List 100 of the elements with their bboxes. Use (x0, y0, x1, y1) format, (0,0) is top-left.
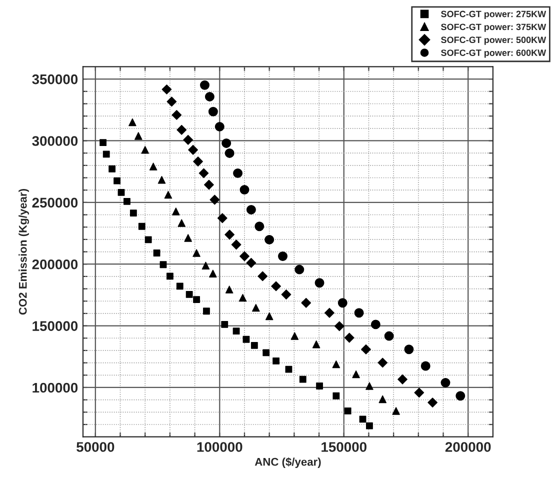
point (366, 422, 373, 430)
point (118, 188, 125, 196)
point (160, 261, 167, 268)
point (384, 331, 394, 341)
point (250, 342, 258, 349)
point (240, 184, 250, 194)
point (246, 258, 256, 268)
point (231, 240, 242, 250)
point (344, 407, 352, 414)
point (210, 194, 220, 205)
point (262, 349, 270, 356)
point (130, 210, 137, 216)
point (164, 190, 172, 199)
point (172, 110, 182, 120)
point (281, 290, 292, 300)
point (352, 370, 360, 378)
point (428, 398, 438, 408)
point (166, 96, 177, 107)
point (420, 361, 430, 371)
point (217, 213, 228, 224)
point (224, 148, 234, 158)
point (198, 168, 209, 178)
y-tick-label: 150000 (32, 321, 78, 331)
point (114, 177, 120, 184)
point (149, 162, 158, 170)
point (242, 336, 250, 343)
y-tick-label: 250000 (32, 198, 78, 208)
point (456, 391, 466, 401)
point (144, 236, 152, 244)
x-tick-label: 100000 (197, 442, 242, 452)
point (214, 122, 224, 132)
point (378, 395, 387, 404)
legend-label: SOFC-GT power: 500KW (441, 36, 546, 45)
x-axis-title: ANC ($/year) (254, 457, 321, 468)
point (264, 234, 274, 244)
point (192, 249, 200, 257)
point (334, 321, 344, 332)
point (246, 204, 256, 214)
point (294, 264, 304, 274)
point (108, 165, 116, 172)
point (271, 281, 281, 292)
point (186, 291, 193, 298)
x-tick-label: 50000 (76, 442, 114, 452)
point (224, 230, 235, 240)
legend-label: SOFC-GT power: 600KW (441, 50, 546, 58)
point (366, 382, 374, 390)
point (204, 92, 214, 102)
point (265, 312, 274, 320)
point (100, 139, 106, 146)
point (162, 84, 172, 94)
point (252, 304, 260, 312)
point (208, 106, 218, 116)
point (440, 378, 450, 388)
point (398, 374, 408, 384)
point (344, 332, 354, 343)
point (203, 308, 210, 315)
point (193, 156, 203, 166)
point (278, 251, 288, 261)
y-axis-title: CO2 Emission (Kg/year) (18, 189, 30, 315)
point (183, 134, 194, 145)
x-tick-label: 150000 (322, 442, 366, 452)
point (285, 366, 292, 373)
legend-label: SOFC-GT power: 275KW (441, 10, 546, 19)
point (200, 80, 210, 90)
point (301, 298, 312, 308)
point (153, 250, 160, 256)
point (124, 198, 130, 205)
point (233, 168, 243, 178)
point (312, 340, 320, 348)
point (370, 320, 380, 330)
point (359, 416, 366, 423)
point (332, 392, 340, 400)
point (184, 234, 192, 242)
point (176, 282, 184, 290)
point (222, 138, 232, 148)
point (240, 251, 250, 262)
point (178, 219, 186, 227)
point (354, 308, 364, 318)
point (314, 278, 324, 288)
point (176, 124, 187, 135)
point (134, 132, 142, 140)
point (158, 176, 166, 184)
point (172, 208, 180, 216)
point (404, 344, 414, 354)
point (193, 296, 200, 303)
point (166, 272, 174, 280)
point (324, 308, 334, 318)
point (238, 294, 247, 302)
point (138, 222, 146, 230)
point (299, 376, 306, 383)
point (258, 271, 268, 282)
point (316, 382, 323, 390)
x-tick-label: 200000 (445, 442, 491, 452)
point (338, 298, 348, 308)
point (204, 180, 214, 190)
point (272, 358, 280, 364)
point (414, 388, 424, 398)
y-tick-label: 350000 (32, 74, 78, 84)
legend-label: SOFC-GT power: 375KW (441, 24, 546, 32)
point (378, 358, 388, 368)
